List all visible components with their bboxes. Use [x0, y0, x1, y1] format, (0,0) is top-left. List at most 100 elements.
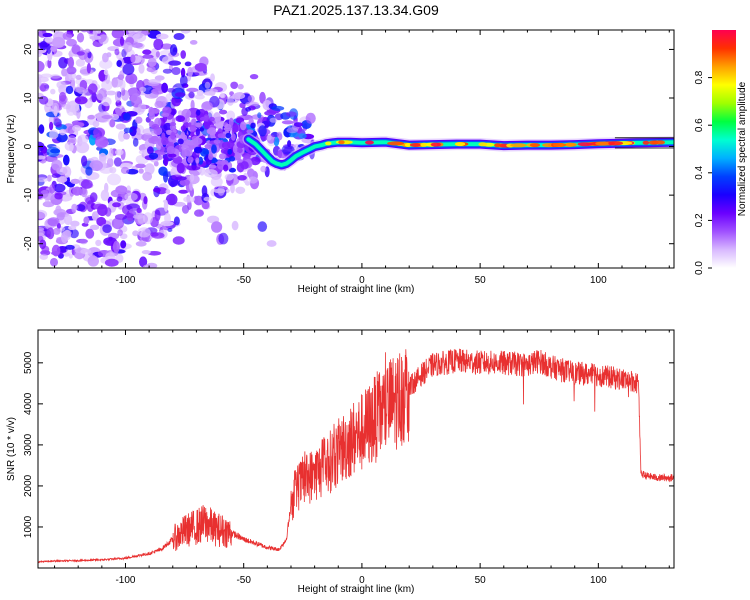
spectrogram-cell [192, 137, 203, 145]
spectrogram-cell [42, 18, 47, 28]
ridge-peak [648, 140, 658, 145]
spectrogram-cell [53, 183, 66, 193]
spectrogram-cell [176, 162, 185, 174]
spectrogram-cell [70, 220, 80, 227]
spectrogram-cell [247, 95, 255, 103]
spectrogram-cell [231, 133, 236, 141]
spectrogram-cell [217, 185, 225, 196]
spectrogram-cell [199, 116, 208, 121]
spectrogram-cell [46, 146, 60, 158]
spectrogram-cell [117, 229, 123, 237]
spectrogram-cell [260, 165, 267, 173]
spectrogram-cell [190, 174, 195, 182]
snr-series [38, 348, 674, 564]
spectrogram-cell [151, 232, 165, 239]
spectrogram-cell [165, 193, 178, 206]
spectrogram-cell [173, 33, 185, 40]
spectrogram-cell [142, 171, 153, 181]
y-tick-label: -20 [23, 236, 34, 251]
spectrogram-cell [98, 152, 107, 162]
spectrogram-cell [199, 127, 205, 132]
spectrogram-cell [155, 96, 168, 108]
spectrogram-cell [96, 13, 104, 24]
colorbar-gradient [712, 30, 736, 268]
spectrogram-cell [79, 68, 94, 75]
spectrogram-cell [55, 122, 62, 128]
spectrogram-cell [194, 94, 205, 100]
spectrogram-cell [223, 164, 229, 172]
spectrogram-cell [271, 105, 285, 111]
colorbar-ticks: 0.0 0.2 0.4 0.6 0.8 [694, 70, 712, 275]
spectrogram-cell [196, 109, 201, 116]
spectrogram-cell [249, 74, 259, 80]
spectrogram-cell [50, 88, 56, 95]
spectrogram-cell [257, 221, 268, 232]
snr-frame [37, 329, 675, 569]
spectrogram-cell [139, 256, 148, 268]
x-tick-label: -50 [236, 575, 251, 586]
spectrogram-frame [37, 29, 675, 269]
ridge-peak [564, 142, 577, 147]
spectrogram-cell [204, 81, 211, 89]
ridge-peak [409, 143, 421, 147]
spectrogram-cell [81, 155, 88, 167]
spectrogram-cell [111, 30, 125, 39]
spectrogram-cell [175, 176, 187, 181]
spectrogram-cell [53, 227, 61, 235]
spectrogram-cell [80, 30, 89, 33]
spectrogram-cell [193, 195, 199, 204]
spectrogram-cell [77, 30, 81, 31]
spectrogram-cell [100, 11, 112, 16]
spectrogram-cell [109, 167, 117, 174]
snr-line [38, 348, 674, 564]
spectrogram-cell [101, 96, 112, 107]
spectrogram-cell [65, 244, 75, 250]
spectrogram-cell [64, 230, 72, 236]
spectrogram-cell [257, 112, 262, 119]
spectrogram-cell [63, 214, 73, 226]
spectrogram-cell [92, 120, 100, 128]
spectrogram-cell [103, 69, 109, 76]
spectrogram-cell [46, 21, 51, 29]
spectrogram-cell [104, 258, 119, 267]
spectrogram-cell [123, 127, 133, 133]
spectrogram-cell [115, 123, 126, 130]
spectrogram-cell [201, 200, 210, 210]
spectrogram-cell [73, 16, 87, 25]
spectrogram-cell [41, 7, 50, 16]
colorbar-tick-label: 0.6 [694, 118, 705, 132]
spectrogram-cell [237, 83, 244, 90]
spectrogram-cell [39, 253, 48, 260]
spectrogram-cell [232, 92, 246, 100]
y-tick-label: 20 [23, 43, 34, 55]
spectrogram-cell [91, 92, 97, 103]
spectrogram-cell [186, 87, 199, 93]
spectrogram-cell [87, 13, 96, 22]
spectrogram-cell [142, 49, 152, 55]
spectrogram-cell [269, 117, 278, 123]
ridge-peak [577, 142, 593, 147]
spectrogram-cell [79, 238, 88, 245]
spectrogram-cell [107, 16, 117, 21]
spectrogram-cell [118, 17, 126, 24]
spectrogram-cell [47, 7, 56, 17]
spectrogram-cell [141, 250, 151, 255]
spectrogram-cell [167, 228, 173, 232]
x-tick-label: 0 [359, 575, 365, 586]
spectrogram-cell [204, 122, 210, 130]
spectrogram-cell [96, 216, 107, 227]
spectrogram-cell [78, 30, 83, 31]
spectrogram-cell [132, 214, 144, 219]
colorbar-tick-label: 0.0 [694, 261, 705, 275]
spectrogram-cell [111, 9, 121, 18]
spectrogram-cell [165, 189, 171, 195]
spectrogram-cell [183, 196, 196, 203]
spectrogram-cell [113, 157, 122, 167]
spectrogram-cell [156, 151, 166, 156]
spectrogram-cell [59, 128, 67, 136]
spectrogram-cell [135, 163, 146, 169]
spectrogram-cell [235, 186, 246, 194]
spectrogram-cell [119, 70, 125, 80]
spectrogram-cell [142, 212, 153, 225]
